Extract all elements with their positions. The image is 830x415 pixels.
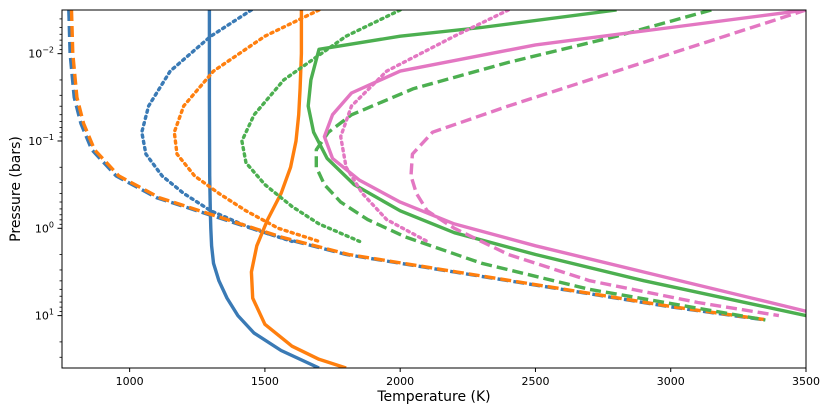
- series-line-3: [140, 10, 294, 244]
- x-tick-label: 3000: [657, 375, 685, 388]
- series-line-12: [339, 10, 511, 244]
- y-tick-label: 10−2: [28, 46, 54, 61]
- y-axis-label: Pressure (bars): [8, 136, 24, 242]
- y-tick-label: 10−1: [28, 133, 54, 148]
- series-line-10: [322, 10, 806, 313]
- x-axis-label: Temperature (K): [376, 389, 490, 405]
- series-line-8: [314, 10, 766, 322]
- y-tick-label: 101: [35, 308, 54, 323]
- series-line-4: [249, 10, 347, 368]
- plot-frame: [61, 9, 807, 369]
- y-axis: 10−2 10−1 100 101: [28, 18, 62, 358]
- series-line-9: [240, 10, 402, 244]
- x-tick-label: 1500: [251, 375, 279, 388]
- series-line-6: [172, 10, 321, 244]
- x-tick-label: 3500: [792, 375, 820, 388]
- x-axis: 1000 1500 2000 2500 3000 3500: [116, 368, 820, 388]
- series-line-1: [207, 10, 320, 368]
- x-tick-label: 1000: [116, 375, 144, 388]
- x-tick-label: 2000: [386, 375, 414, 388]
- x-tick-label: 2500: [521, 375, 549, 388]
- y-tick-label: 100: [35, 220, 54, 235]
- series-line-11: [409, 10, 806, 318]
- series-layer: [67, 10, 806, 368]
